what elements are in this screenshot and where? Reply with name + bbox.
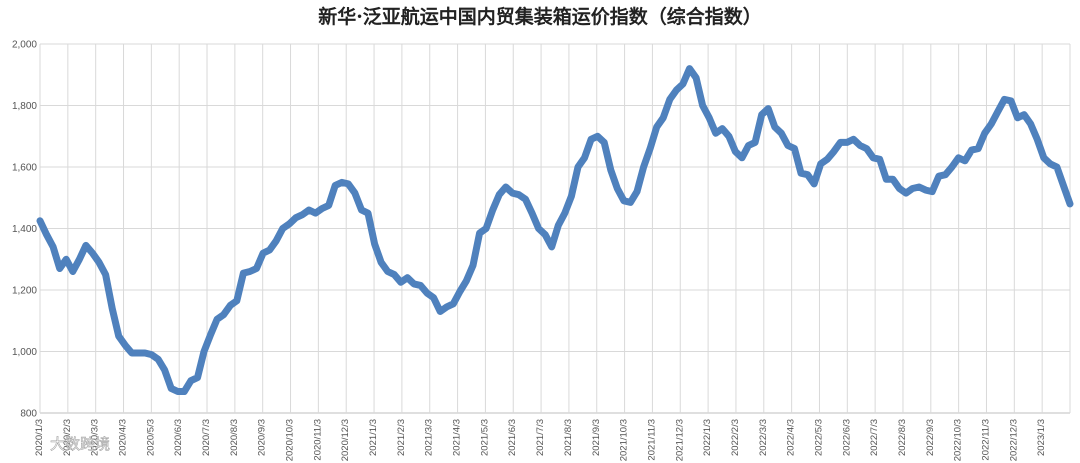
x-tick-label: 2021/1/3 (368, 419, 379, 456)
x-tick-label: 2022/8/3 (897, 419, 908, 456)
x-axis-ticks: 2020/1/3 2020/2/3 2020/3/3 2020/4/3 2020/5/3… (34, 419, 1047, 461)
chart-title: 新华·泛亚航运中国内贸集装箱运价指数（综合指数） (318, 5, 762, 28)
watermark: 大数跨境 (50, 435, 111, 454)
x-tick-label: 2022/11/3 (980, 419, 991, 461)
x-tick-label: 2020/4/3 (118, 419, 129, 456)
x-tick-label: 2021/9/3 (591, 419, 602, 456)
x-tick-label: 2021/7/3 (535, 419, 546, 456)
series-line-0 (36, 65, 1074, 395)
x-tick-label: 2020/6/3 (173, 419, 184, 456)
x-tick-label: 2022/3/3 (758, 419, 769, 456)
x-tick-label: 2022/4/3 (786, 419, 797, 456)
x-tick-label: 2023/1/3 (1036, 419, 1047, 456)
y-tick-label: 1,600 (12, 163, 37, 174)
x-tick-label: 2022/1/3 (702, 419, 713, 456)
x-tick-label: 2021/8/3 (563, 419, 574, 456)
series-layer (36, 65, 1074, 395)
y-tick-label: 1,000 (12, 347, 37, 358)
x-tick-label: 2020/9/3 (257, 419, 268, 456)
x-tick-label: 2021/10/3 (619, 419, 630, 461)
x-tick-label: 2022/7/3 (869, 419, 880, 456)
x-tick-label: 2022/9/3 (925, 419, 936, 456)
x-tick-label: 2020/7/3 (201, 419, 212, 456)
x-tick-label: 2022/5/3 (813, 419, 824, 456)
watermark-text: 大数跨境 (50, 435, 110, 453)
y-tick-label: 1,400 (12, 224, 37, 235)
x-tick-label: 2020/11/3 (312, 419, 323, 461)
x-tick-label: 2022/6/3 (841, 419, 852, 456)
y-axis-ticks: 800 1,000 1,200 1,400 1,600 1,800 2,000 (12, 40, 37, 420)
x-tick-label: 2020/12/3 (340, 419, 351, 461)
x-tick-label: 2021/3/3 (424, 419, 435, 456)
x-tick-label: 2022/12/3 (1008, 419, 1019, 461)
x-tick-label: 2021/11/3 (646, 419, 657, 461)
x-tick-label: 2020/2/3 (62, 419, 73, 456)
x-tick-label: 2021/12/3 (674, 419, 685, 461)
x-tick-label: 2021/6/3 (507, 419, 518, 456)
x-tick-label: 2021/2/3 (396, 419, 407, 456)
y-tick-label: 1,200 (12, 286, 37, 297)
y-tick-label: 800 (20, 409, 37, 420)
x-tick-label: 2020/3/3 (90, 419, 101, 456)
x-tick-label: 2022/2/3 (730, 419, 741, 456)
x-tick-label: 2021/5/3 (479, 419, 490, 456)
x-tick-label: 2020/8/3 (229, 419, 240, 456)
x-tick-label: 2022/10/3 (953, 419, 964, 461)
y-tick-label: 1,800 (12, 101, 37, 112)
x-tick-label: 2021/4/3 (452, 419, 463, 456)
x-tick-label: 2020/1/3 (34, 419, 45, 456)
x-tick-label: 2020/5/3 (145, 419, 156, 456)
y-tick-label: 2,000 (12, 40, 37, 51)
x-tick-label: 2020/10/3 (285, 419, 296, 461)
